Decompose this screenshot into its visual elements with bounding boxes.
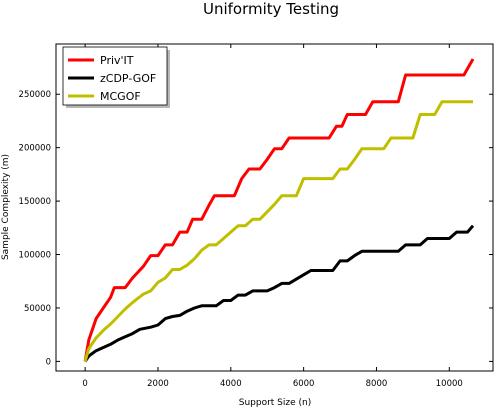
legend: Priv'IT zCDP-GOF MCGOF	[62, 46, 170, 108]
x-tick-label: 2000	[147, 379, 169, 389]
legend-label-zcdp-gof: zCDP-GOF	[100, 72, 156, 85]
y-tick-label: 150000	[19, 197, 51, 207]
y-tick-label: 50000	[24, 304, 51, 314]
y-axis-label: Sample Complexity (m)	[1, 154, 11, 260]
legend-label-mcgof: MCGOF	[100, 90, 141, 103]
chart-title: Uniformity Testing	[203, 0, 339, 18]
series-lines	[83, 58, 475, 363]
y-tick-label: 250000	[19, 90, 51, 100]
x-tick-label: 8000	[366, 379, 388, 389]
x-tick-label: 4000	[220, 379, 242, 389]
plot-area-frame	[55, 43, 494, 372]
series-line-zcdp-gof	[83, 224, 475, 363]
legend-label-priv-it: Priv'IT	[100, 54, 134, 67]
y-tick-label: 100000	[19, 251, 51, 261]
y-tick-label: 0	[46, 357, 51, 367]
x-tick-label: 10000	[436, 379, 463, 389]
series-line-priv-it	[83, 58, 475, 362]
y-tick-label: 200000	[19, 144, 51, 154]
x-axis-label: Support Size (n)	[239, 398, 312, 408]
series-line-mcgof	[83, 100, 473, 362]
axis-ticks: 0 2000 4000 6000 8000 10000050000100000150000…	[19, 44, 493, 389]
x-tick-label: 0	[82, 379, 87, 389]
x-tick-label: 6000	[293, 379, 315, 389]
